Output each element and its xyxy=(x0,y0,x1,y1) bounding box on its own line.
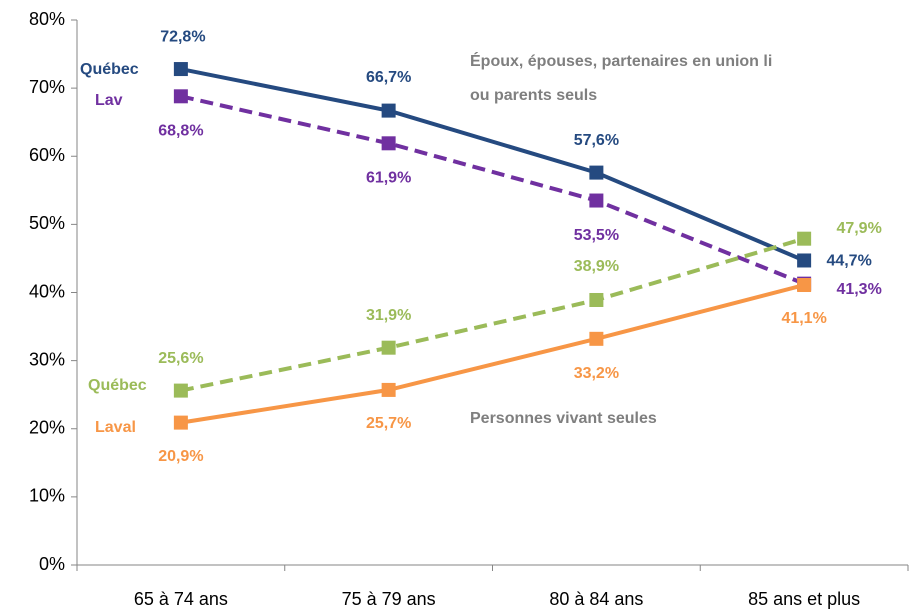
x-tick-label: 85 ans et plus xyxy=(748,589,860,609)
value-label: 57,6% xyxy=(574,132,619,149)
series-line xyxy=(180,67,805,263)
marker xyxy=(589,331,604,346)
annotation: Personnes vivant seules xyxy=(470,410,657,427)
series-line xyxy=(180,94,805,286)
marker xyxy=(173,383,188,398)
marker xyxy=(589,165,604,180)
value-label: 38,9% xyxy=(574,258,619,275)
value-label: 53,5% xyxy=(574,227,619,244)
value-label: 31,9% xyxy=(366,307,411,324)
marker xyxy=(381,136,396,151)
value-label: 68,8% xyxy=(158,123,203,140)
series-line xyxy=(180,283,805,425)
x-tick-label: 75 à 79 ans xyxy=(342,589,436,609)
y-tick-label: 80% xyxy=(29,9,65,29)
marker xyxy=(173,62,188,77)
value-label: 61,9% xyxy=(366,170,411,187)
value-label: 66,7% xyxy=(366,69,411,86)
series-label: Québec xyxy=(80,61,139,78)
series-label: Laval xyxy=(95,419,136,436)
marker xyxy=(381,340,396,355)
y-tick-label: 20% xyxy=(29,418,65,438)
x-tick-label: 80 à 84 ans xyxy=(549,589,643,609)
marker xyxy=(381,382,396,397)
y-tick-label: 70% xyxy=(29,77,65,97)
y-tick-label: 60% xyxy=(29,145,65,165)
value-label: 33,2% xyxy=(574,365,619,382)
value-label: 25,7% xyxy=(366,415,411,432)
marker xyxy=(173,415,188,430)
value-label: 25,6% xyxy=(158,350,203,367)
value-label: 44,7% xyxy=(826,253,871,270)
marker xyxy=(173,89,188,104)
marker xyxy=(381,103,396,118)
marker xyxy=(797,253,812,268)
value-label: 41,3% xyxy=(836,281,881,298)
value-label: 41,1% xyxy=(781,310,826,327)
y-tick-label: 40% xyxy=(29,281,65,301)
series-line xyxy=(180,236,805,393)
y-tick-label: 10% xyxy=(29,486,65,506)
y-tick-label: 0% xyxy=(39,554,65,574)
annotation: ou parents seuls xyxy=(470,87,597,104)
x-tick-label: 65 à 74 ans xyxy=(134,589,228,609)
value-label: 20,9% xyxy=(158,448,203,465)
marker xyxy=(589,292,604,307)
marker xyxy=(589,193,604,208)
series-label: Lav xyxy=(95,92,123,109)
value-label: 72,8% xyxy=(160,28,205,45)
annotation: Époux, épouses, partenaires en union li xyxy=(470,51,772,70)
y-tick-label: 30% xyxy=(29,349,65,369)
y-tick-label: 50% xyxy=(29,213,65,233)
marker xyxy=(797,231,812,246)
value-label: 47,9% xyxy=(836,220,881,237)
series-label: Québec xyxy=(88,377,147,394)
marker xyxy=(797,278,812,293)
